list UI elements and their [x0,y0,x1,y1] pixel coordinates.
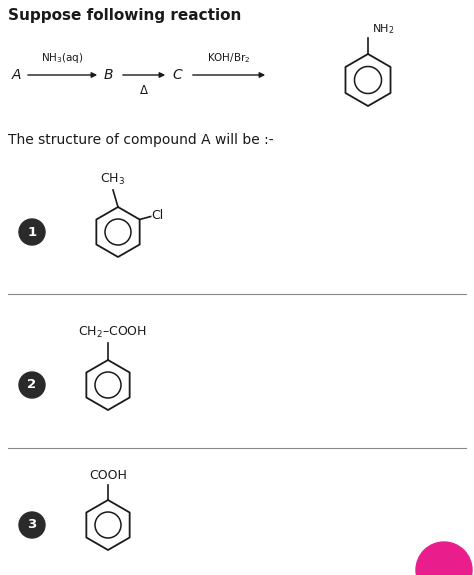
Text: The structure of compound A will be :-: The structure of compound A will be :- [8,133,273,147]
Text: Suppose following reaction: Suppose following reaction [8,8,241,23]
Text: Cl: Cl [152,209,164,222]
Text: 2: 2 [27,378,36,392]
Text: C: C [172,68,182,82]
Text: NH$_2$: NH$_2$ [372,22,394,36]
Circle shape [19,512,45,538]
Circle shape [19,219,45,245]
Text: $\Delta$: $\Delta$ [139,84,149,97]
Text: 1: 1 [27,225,36,239]
Circle shape [19,372,45,398]
Text: B: B [104,68,113,82]
Text: CH$_3$: CH$_3$ [100,172,126,187]
Text: 3: 3 [27,519,36,531]
Circle shape [416,542,472,575]
Text: A: A [12,68,21,82]
Text: COOH: COOH [89,469,127,482]
Text: CH$_2$–COOH: CH$_2$–COOH [79,325,147,340]
Text: NH$_3$(aq): NH$_3$(aq) [41,51,83,65]
Text: KOH/Br$_2$: KOH/Br$_2$ [207,51,251,65]
